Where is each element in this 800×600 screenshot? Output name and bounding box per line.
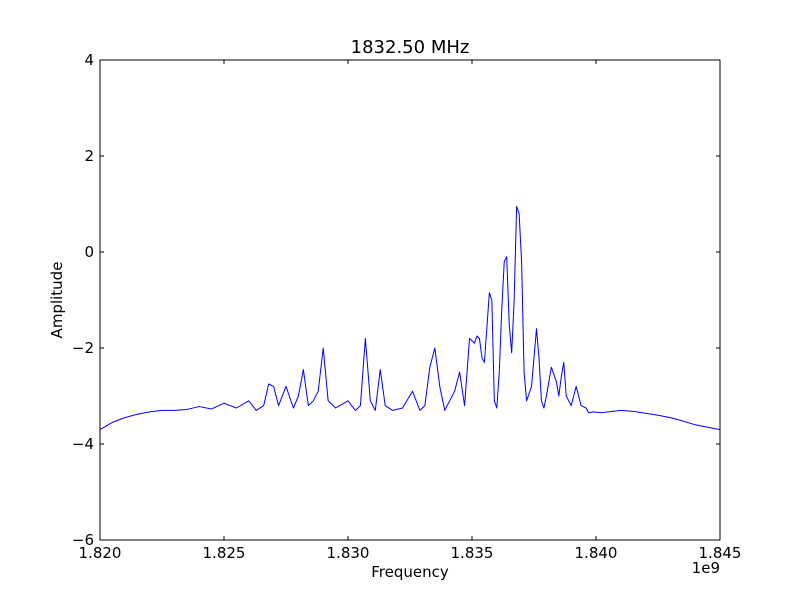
x-axis-ticks: 1.820 1.825 1.830 1.835 1.840 1.845: [79, 60, 742, 562]
plot-lines: [99, 205, 721, 431]
plot-area: [100, 60, 720, 540]
x-tick-label: 1.845: [699, 544, 742, 562]
x-tick-label: 1.840: [575, 544, 618, 562]
series-line-0: [99, 205, 721, 431]
x-tick-label: 1.830: [327, 544, 370, 562]
x-axis-label: Frequency: [371, 563, 449, 581]
x-tick-label: 1.835: [451, 544, 494, 562]
plot-frame: [99, 59, 721, 541]
x-tick-label: 1.825: [203, 544, 246, 562]
y-tick-label: 0: [84, 243, 94, 261]
x-axis-offset-label: 1e9: [692, 559, 720, 577]
x-tick-label: 1.820: [79, 544, 122, 562]
y-axis-label: Amplitude: [48, 262, 66, 339]
chart-title: 1832.50 MHz: [351, 37, 470, 58]
y-tick-label: −6: [72, 531, 94, 549]
y-tick-label: −2: [72, 339, 94, 357]
y-tick-label: 2: [84, 147, 94, 165]
y-tick-label: 4: [84, 51, 94, 69]
y-tick-label: −4: [72, 435, 94, 453]
y-axis-ticks: −6 −4 −2 0 2 4: [72, 51, 720, 549]
